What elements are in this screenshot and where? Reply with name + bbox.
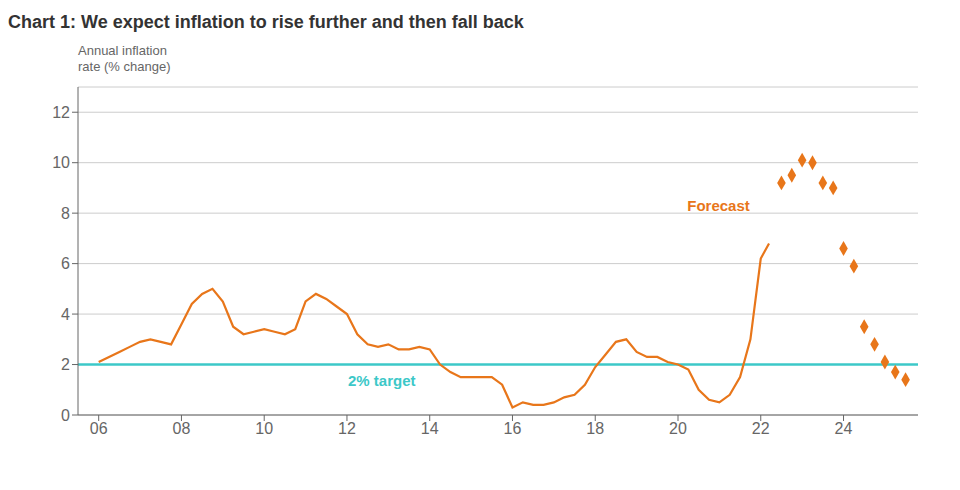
svg-text:6: 6: [61, 255, 70, 272]
svg-text:2: 2: [61, 356, 70, 373]
svg-text:22: 22: [752, 420, 770, 437]
svg-text:2% target: 2% target: [348, 372, 416, 389]
svg-text:12: 12: [52, 104, 70, 121]
svg-text:16: 16: [504, 420, 522, 437]
svg-text:10: 10: [52, 154, 70, 171]
svg-text:06: 06: [90, 420, 108, 437]
svg-text:20: 20: [669, 420, 687, 437]
svg-text:12: 12: [338, 420, 356, 437]
svg-text:0: 0: [61, 407, 70, 424]
svg-text:24: 24: [835, 420, 853, 437]
svg-text:14: 14: [421, 420, 439, 437]
html-text:rate (% change): rate (% change): [78, 59, 171, 74]
svg-text:08: 08: [173, 420, 191, 437]
svg-text:Forecast: Forecast: [687, 197, 750, 214]
svg-text:10: 10: [255, 420, 273, 437]
svg-text:4: 4: [61, 306, 70, 323]
svg-text:18: 18: [586, 420, 604, 437]
html-text:Annual inflation: Annual inflation: [78, 43, 167, 58]
html-text:Chart 1: We expect inflation t: Chart 1: We expect inflation to rise fur…: [8, 12, 524, 32]
svg-text:8: 8: [61, 205, 70, 222]
